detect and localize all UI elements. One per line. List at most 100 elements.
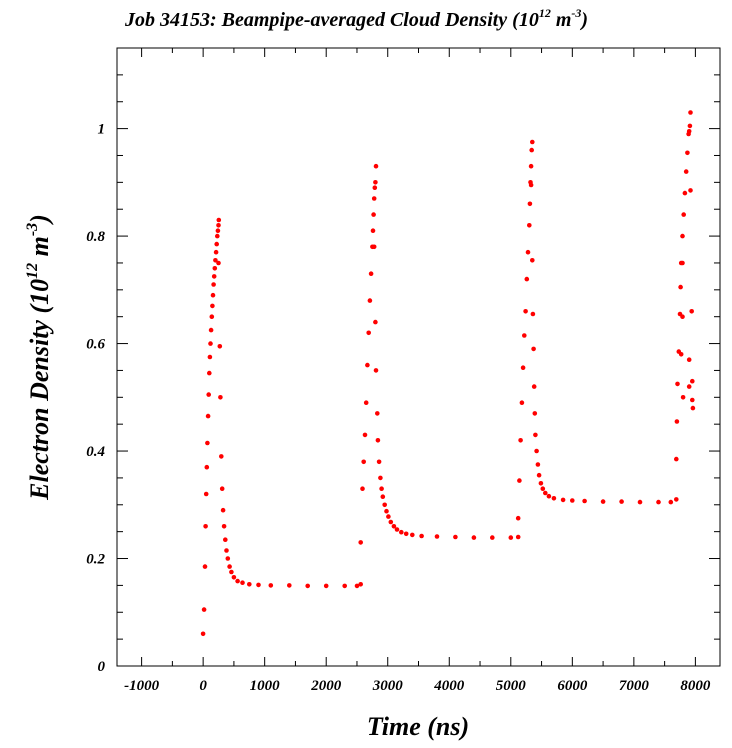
data-point: [688, 188, 693, 193]
data-point: [229, 569, 234, 575]
data-point: [678, 352, 684, 357]
data-point: [247, 582, 252, 587]
ylabel-exponent-1: 12: [24, 263, 41, 279]
data-point: [682, 190, 688, 196]
data-points: [200, 110, 696, 637]
data-point: [211, 274, 217, 279]
data-point: [490, 535, 495, 540]
data-point: [388, 519, 394, 525]
data-point: [216, 260, 221, 266]
data-point: [213, 258, 218, 263]
data-point: [686, 129, 692, 134]
data-point: [373, 180, 378, 185]
data-point: [656, 499, 661, 505]
data-point: [219, 486, 225, 492]
data-point: [205, 440, 210, 446]
data-point: [471, 535, 477, 540]
data-point: [529, 147, 534, 153]
data-point: [221, 524, 227, 529]
data-point: [227, 564, 232, 569]
data-point: [528, 163, 534, 169]
data-point: [379, 486, 384, 492]
data-point: [524, 276, 530, 282]
data-point: [690, 397, 695, 403]
data-point: [362, 432, 368, 438]
data-point: [530, 258, 535, 263]
data-point: [211, 282, 216, 287]
data-point: [419, 533, 424, 539]
data-point: [517, 478, 522, 483]
data-point: [536, 472, 542, 478]
data-point: [410, 532, 415, 538]
data-point: [202, 564, 208, 569]
data-point: [210, 303, 215, 309]
data-point: [376, 459, 382, 465]
data-point: [216, 217, 222, 223]
data-point: [216, 223, 221, 228]
data-point: [200, 631, 206, 637]
data-point: [518, 438, 523, 443]
x-axis-ticks: -1000 0 1000 2000 3000 4000 5000 6000 7000 8000: [124, 48, 711, 694]
data-point: [235, 578, 240, 584]
data-point: [208, 327, 214, 333]
data-point: [527, 223, 532, 228]
data-point: [256, 582, 261, 588]
data-point: [434, 534, 440, 539]
data-point: [220, 507, 226, 513]
data-point: [214, 241, 219, 247]
data-point: [223, 537, 228, 542]
data-point: [386, 514, 391, 519]
x-tick-label: 6000: [557, 678, 588, 694]
x-tick-label: 2000: [310, 678, 342, 694]
data-point: [683, 169, 689, 174]
data-point: [680, 314, 685, 320]
data-point: [380, 494, 386, 500]
data-point: [368, 271, 374, 277]
title-exponent-1: 12: [539, 6, 551, 20]
x-axis-label: Time (ns): [367, 712, 469, 741]
data-point: [525, 249, 531, 255]
data-point: [367, 298, 373, 303]
y-tick-label: 0.6: [86, 337, 105, 353]
data-point: [358, 540, 364, 545]
data-point: [370, 228, 376, 233]
data-point: [363, 400, 369, 406]
data-point: [240, 580, 245, 585]
data-point: [515, 515, 521, 521]
data-point: [342, 583, 348, 589]
data-point: [546, 493, 552, 499]
data-point: [215, 228, 221, 233]
data-point: [305, 583, 311, 589]
data-point: [686, 384, 692, 389]
y-tick-label: 1: [98, 122, 106, 138]
data-point: [203, 491, 209, 497]
data-point: [206, 392, 211, 397]
data-point: [378, 475, 383, 481]
data-point: [535, 462, 541, 467]
data-point: [207, 354, 213, 360]
chart-title: Job 34153: Beampipe-averaged Cloud Densi…: [124, 6, 588, 31]
data-point: [678, 284, 683, 290]
data-point: [689, 309, 694, 314]
data-point: [208, 341, 213, 346]
data-point: [215, 233, 220, 239]
data-point: [361, 459, 367, 465]
data-point: [375, 438, 381, 443]
data-point: [680, 233, 685, 239]
y-axis-ticks: 0 0.2 0.4 0.6 0.8 1: [86, 74, 720, 675]
data-point: [508, 535, 514, 540]
data-point: [515, 534, 521, 540]
data-point: [668, 499, 674, 505]
data-point: [399, 529, 404, 535]
data-point: [224, 548, 229, 553]
data-point: [540, 486, 546, 492]
data-point: [201, 607, 207, 612]
data-point: [212, 266, 218, 271]
data-point: [394, 527, 400, 532]
x-tick-label: 7000: [619, 678, 650, 694]
data-point: [231, 575, 237, 580]
data-point: [637, 499, 643, 505]
data-point: [403, 531, 409, 537]
y-tick-label: 0: [98, 659, 106, 675]
data-point: [366, 330, 372, 336]
